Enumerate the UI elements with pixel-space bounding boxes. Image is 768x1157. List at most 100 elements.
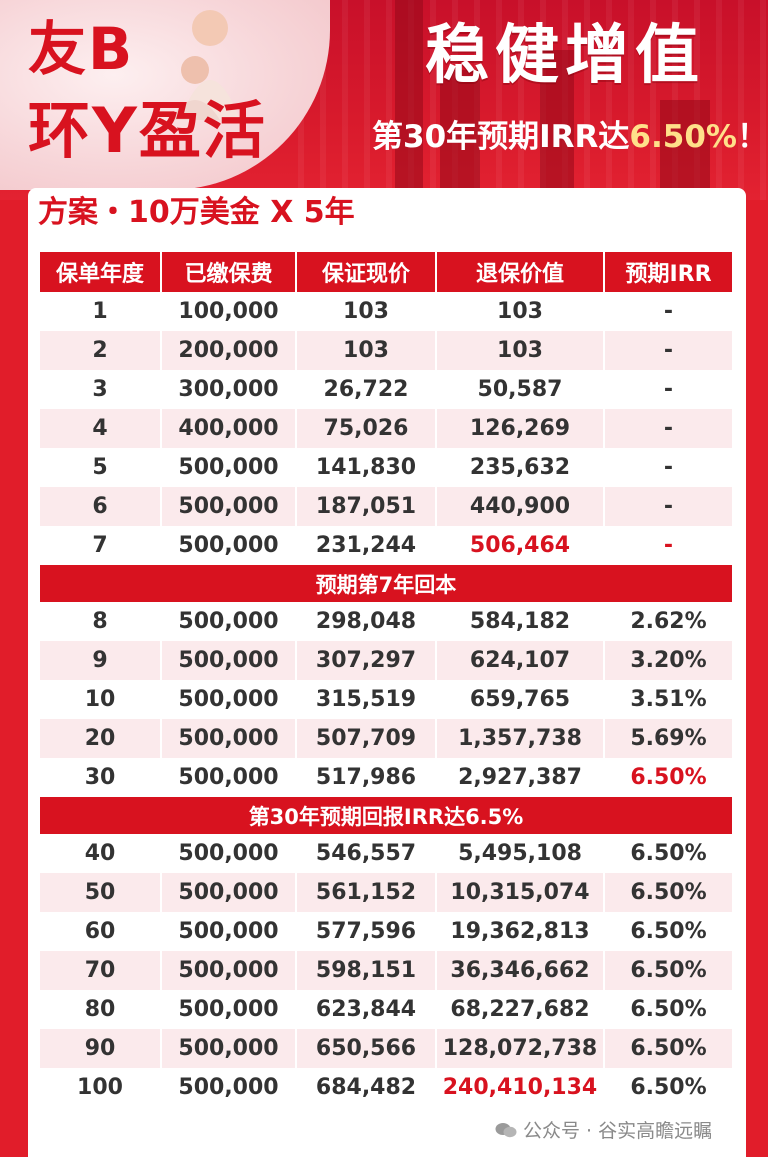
cell-guaranteed-value: 561,152 — [296, 873, 437, 912]
cell-policy-year: 5 — [40, 448, 162, 487]
cell-expected-irr: 3.20% — [604, 641, 732, 680]
table-row: 20 500,000 507,709 1,357,738 5.69% — [40, 719, 732, 758]
cell-expected-irr: - — [604, 292, 732, 331]
cell-expected-irr: 6.50% — [604, 834, 732, 873]
irr-banner: 第30年预期回报IRR达6.5% — [40, 797, 732, 834]
cell-expected-irr: 2.62% — [604, 602, 732, 641]
cell-expected-irr: 6.50% — [604, 1029, 732, 1068]
table-row: 8 500,000 298,048 584,182 2.62% — [40, 602, 732, 641]
cell-paid-premium: 500,000 — [161, 448, 297, 487]
cell-surrender-value: 10,315,074 — [436, 873, 605, 912]
cell-surrender-value: 440,900 — [436, 487, 605, 526]
cell-policy-year: 2 — [40, 331, 162, 370]
cell-paid-premium: 500,000 — [161, 951, 297, 990]
cell-guaranteed-value: 75,026 — [296, 409, 437, 448]
cell-guaranteed-value: 650,566 — [296, 1029, 437, 1068]
cell-paid-premium: 500,000 — [161, 719, 297, 758]
cell-expected-irr: - — [604, 487, 732, 526]
product-name-line1: 友B — [28, 15, 135, 83]
cell-policy-year: 6 — [40, 487, 162, 526]
cell-surrender-value: 5,495,108 — [436, 834, 605, 873]
table-row: 1 100,000 103 103- — [40, 292, 732, 331]
subtitle-suffix: ！ — [736, 119, 768, 155]
cell-guaranteed-value: 103 — [296, 292, 437, 331]
cell-paid-premium: 500,000 — [161, 526, 297, 565]
cell-expected-irr: 6.50% — [604, 951, 732, 990]
table-row: 5 500,000 141,830 235,632- — [40, 448, 732, 487]
cell-policy-year: 8 — [40, 602, 162, 641]
people-photo-icon — [170, 10, 240, 120]
cell-expected-irr: 6.50% — [604, 990, 732, 1029]
cell-surrender-value: 50,587 — [436, 370, 605, 409]
cell-policy-year: 7 — [40, 526, 162, 565]
breakeven-banner-text: 预期第7年回本 — [40, 565, 732, 602]
cell-policy-year: 70 — [40, 951, 162, 990]
cell-surrender-value: 659,765 — [436, 680, 605, 719]
cell-paid-premium: 500,000 — [161, 912, 297, 951]
cell-surrender-value: 128,072,738 — [436, 1029, 605, 1068]
skyline-tower — [395, 0, 423, 190]
header-banner: 友B 环Y盈活 稳健增值 第30年预期IRR达6.50%！ — [0, 0, 768, 200]
cell-policy-year: 60 — [40, 912, 162, 951]
table-row: 10 500,000 315,519 659,765 3.51% — [40, 680, 732, 719]
cell-guaranteed-value: 307,297 — [296, 641, 437, 680]
skyline-tower — [440, 70, 480, 190]
cell-expected-irr: - — [604, 448, 732, 487]
cell-surrender-value: 1,357,738 — [436, 719, 605, 758]
plan-title: 方案・10万美金 X 5年 — [38, 195, 355, 230]
cell-guaranteed-value: 546,557 — [296, 834, 437, 873]
cell-paid-premium: 100,000 — [161, 292, 297, 331]
cell-policy-year: 3 — [40, 370, 162, 409]
cell-paid-premium: 500,000 — [161, 1029, 297, 1068]
cell-policy-year: 10 — [40, 680, 162, 719]
cell-expected-irr: 6.50% — [604, 1068, 732, 1107]
irr-banner-text: 第30年预期回报IRR达6.5% — [40, 797, 732, 834]
wechat-icon — [495, 1123, 517, 1138]
col-header-paid-premium: 已缴保费 — [161, 252, 297, 292]
table-row: 100 500,000 684,482 240,410,134 6.50% — [40, 1068, 732, 1107]
cell-guaranteed-value: 103 — [296, 331, 437, 370]
cell-paid-premium: 500,000 — [161, 602, 297, 641]
cell-expected-irr: - — [604, 409, 732, 448]
cell-paid-premium: 500,000 — [161, 834, 297, 873]
benefit-table: 保单年度 已缴保费 保证现价 退保价值 预期IRR 1 100,000 103 103… — [40, 252, 732, 1107]
headline-subtitle: 第30年预期IRR达6.50%！ — [372, 122, 768, 153]
col-header-guaranteed-value: 保证现价 — [296, 252, 437, 292]
cell-expected-irr: - — [604, 370, 732, 409]
cell-policy-year: 4 — [40, 409, 162, 448]
cell-surrender-value: 240,410,134 — [436, 1068, 605, 1107]
skyline-tower — [540, 50, 574, 190]
table-row: 80 500,000 623,844 68,227,682 6.50% — [40, 990, 732, 1029]
skyline-tower — [660, 100, 710, 190]
cell-surrender-value: 2,927,387 — [436, 758, 605, 797]
cell-guaranteed-value: 507,709 — [296, 719, 437, 758]
cell-paid-premium: 500,000 — [161, 487, 297, 526]
cell-policy-year: 9 — [40, 641, 162, 680]
cell-guaranteed-value: 598,151 — [296, 951, 437, 990]
table-row: 40 500,000 546,557 5,495,108 6.50% — [40, 834, 732, 873]
cell-policy-year: 20 — [40, 719, 162, 758]
cell-guaranteed-value: 141,830 — [296, 448, 437, 487]
table-header-row: 保单年度 已缴保费 保证现价 退保价值 预期IRR — [40, 252, 732, 292]
plan-card: 方案・10万美金 X 5年 保单年度 已缴保费 保证现价 退保价值 预期IRR … — [28, 188, 746, 1157]
cell-paid-premium: 200,000 — [161, 331, 297, 370]
cell-policy-year: 30 — [40, 758, 162, 797]
cell-policy-year: 100 — [40, 1068, 162, 1107]
table-row: 3 300,000 26,722 50,587- — [40, 370, 732, 409]
cell-expected-irr: - — [604, 526, 732, 565]
cell-surrender-value: 126,269 — [436, 409, 605, 448]
cell-surrender-value: 584,182 — [436, 602, 605, 641]
cell-paid-premium: 500,000 — [161, 641, 297, 680]
table-row: 9 500,000 307,297 624,107 3.20% — [40, 641, 732, 680]
cell-guaranteed-value: 298,048 — [296, 602, 437, 641]
subtitle-highlight: 6.50% — [629, 119, 737, 155]
cell-guaranteed-value: 517,986 — [296, 758, 437, 797]
table-row: 30 500,000 517,986 2,927,387 6.50% — [40, 758, 732, 797]
cell-paid-premium: 300,000 — [161, 370, 297, 409]
col-header-policy-year: 保单年度 — [40, 252, 162, 292]
cell-policy-year: 50 — [40, 873, 162, 912]
cell-guaranteed-value: 684,482 — [296, 1068, 437, 1107]
cell-expected-irr: 6.50% — [604, 912, 732, 951]
cell-surrender-value: 506,464 — [436, 526, 605, 565]
cell-policy-year: 90 — [40, 1029, 162, 1068]
